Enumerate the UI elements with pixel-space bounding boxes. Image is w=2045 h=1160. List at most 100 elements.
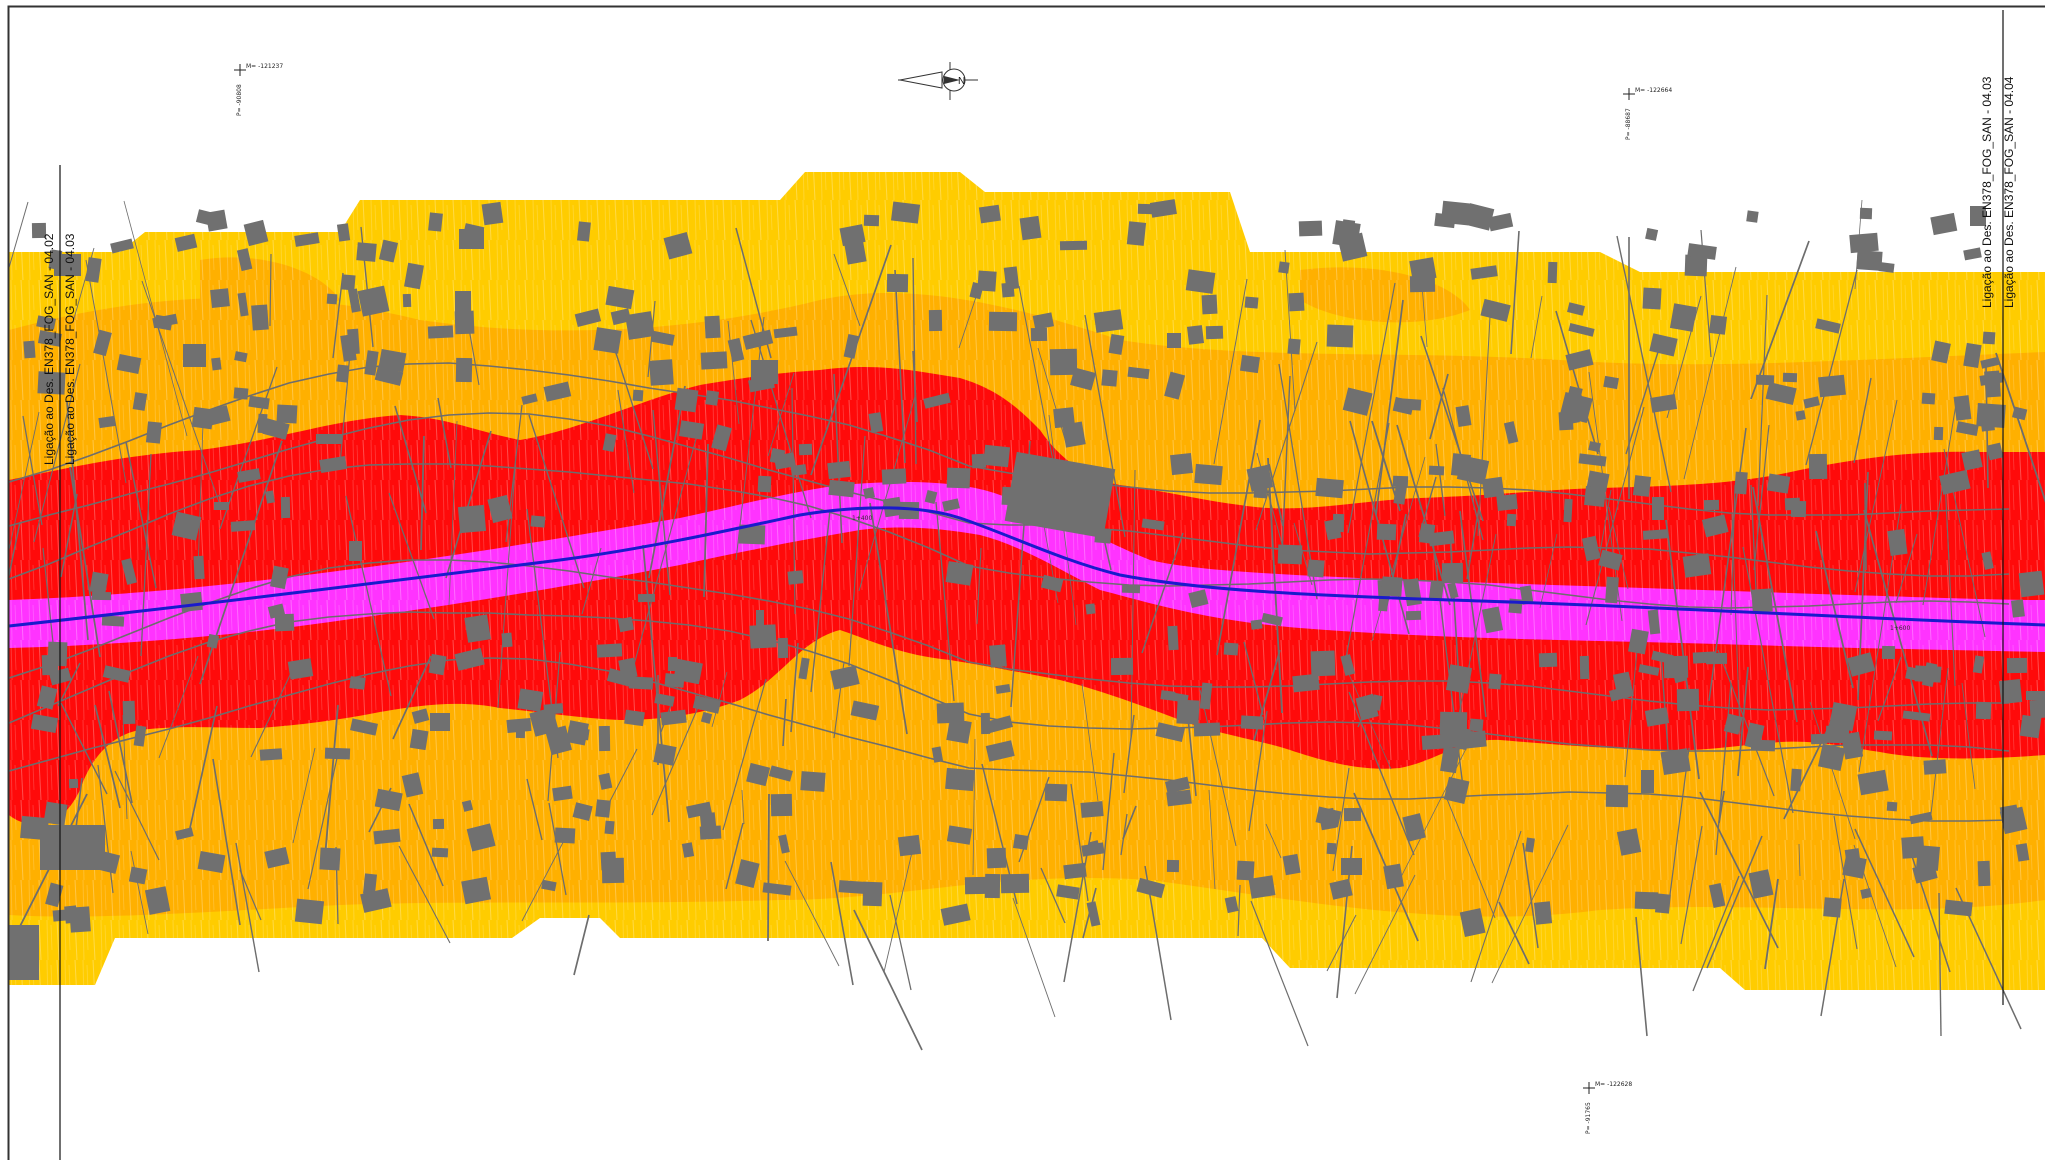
parcel-line	[1250, 900, 1309, 1047]
parcel-line	[810, 509, 831, 693]
parcel-line	[392, 655, 432, 740]
building	[711, 424, 732, 452]
parcel-line	[219, 366, 278, 530]
building	[1136, 877, 1166, 899]
building	[259, 748, 283, 761]
building	[828, 479, 855, 498]
building	[748, 375, 775, 393]
building	[1040, 574, 1064, 593]
building	[1085, 603, 1096, 615]
building	[1632, 475, 1652, 497]
building	[197, 851, 226, 874]
building	[121, 558, 137, 585]
building	[704, 315, 721, 339]
building	[891, 201, 921, 224]
building	[624, 709, 645, 727]
building	[945, 561, 974, 586]
building	[1166, 789, 1192, 807]
building	[1246, 464, 1274, 492]
building	[1441, 562, 1464, 584]
parcel-line	[548, 802, 567, 896]
building	[1193, 722, 1221, 737]
building	[1062, 421, 1086, 448]
building	[596, 643, 623, 658]
parcel-line	[526, 778, 543, 841]
parcel-line	[848, 435, 866, 667]
parcel-line	[1470, 830, 1522, 983]
building	[1579, 655, 1590, 680]
building	[1440, 746, 1460, 774]
building	[319, 456, 347, 473]
parcel-line	[1354, 874, 1416, 995]
building	[735, 859, 760, 889]
building	[68, 778, 79, 789]
building	[664, 673, 685, 688]
building	[152, 313, 178, 329]
building	[1652, 497, 1664, 520]
building	[843, 333, 860, 359]
building	[45, 882, 64, 908]
building	[326, 293, 338, 305]
building	[171, 511, 202, 541]
parcel-line	[1608, 506, 1629, 590]
building	[1012, 833, 1030, 851]
building	[1860, 888, 1872, 899]
building	[1708, 314, 1728, 335]
parcel-line	[1040, 867, 1066, 924]
building	[1628, 628, 1649, 655]
building	[1340, 219, 1356, 240]
building	[262, 418, 290, 440]
building	[881, 468, 907, 485]
building	[552, 785, 573, 802]
parcel-line	[1854, 399, 1898, 593]
parcel-line	[1625, 351, 1659, 455]
building	[455, 357, 473, 383]
building	[1734, 471, 1748, 495]
building	[211, 357, 222, 371]
building	[1250, 619, 1263, 630]
building	[602, 433, 617, 452]
parcel-line	[767, 793, 770, 942]
building	[234, 351, 248, 363]
building	[738, 524, 766, 545]
building	[1032, 312, 1054, 330]
building	[1506, 513, 1517, 527]
parcel-line	[1660, 654, 1669, 751]
building	[1261, 612, 1283, 627]
sheet-frame	[7, 5, 2045, 1160]
building	[632, 389, 644, 402]
parcel-line	[85, 259, 127, 484]
building	[1167, 625, 1179, 651]
building	[1584, 486, 1606, 507]
parcel-line	[1265, 823, 1282, 859]
building	[340, 334, 357, 362]
building	[593, 327, 622, 354]
building	[1240, 715, 1264, 730]
building	[206, 633, 220, 649]
building	[133, 725, 147, 747]
building	[2006, 657, 2028, 674]
building	[1487, 212, 1514, 232]
parcel-line	[130, 850, 149, 935]
parcel-line	[1624, 639, 1639, 778]
building	[98, 415, 116, 429]
parcel-line	[1752, 486, 1798, 723]
building	[1093, 309, 1124, 333]
building	[1223, 642, 1239, 656]
parcel-line	[1243, 641, 1264, 716]
building	[41, 654, 59, 676]
building	[777, 637, 789, 659]
building	[705, 390, 720, 406]
building	[336, 223, 351, 242]
building	[2019, 714, 2042, 739]
parcel-line	[810, 244, 892, 476]
building	[1059, 240, 1088, 251]
parcel-line	[1348, 691, 1415, 856]
building	[1004, 451, 1116, 539]
building	[464, 614, 491, 643]
parcel-line	[1680, 825, 1703, 945]
building	[1421, 734, 1450, 750]
building	[1287, 338, 1301, 355]
building	[1315, 806, 1342, 828]
